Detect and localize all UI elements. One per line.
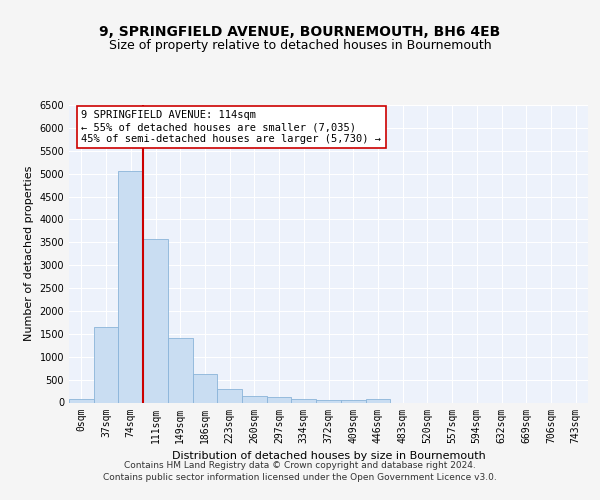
Bar	[292, 399, 316, 402]
Bar	[242, 396, 267, 402]
Text: 9, SPRINGFIELD AVENUE, BOURNEMOUTH, BH6 4EB: 9, SPRINGFIELD AVENUE, BOURNEMOUTH, BH6 …	[100, 26, 500, 40]
Bar	[316, 400, 341, 402]
X-axis label: Distribution of detached houses by size in Bournemouth: Distribution of detached houses by size …	[172, 451, 485, 461]
Bar	[118, 171, 143, 402]
Bar	[193, 374, 217, 402]
Bar	[94, 327, 118, 402]
Bar	[341, 400, 365, 402]
Text: Contains HM Land Registry data © Crown copyright and database right 2024.: Contains HM Land Registry data © Crown c…	[124, 462, 476, 470]
Bar	[168, 338, 193, 402]
Text: Contains public sector information licensed under the Open Government Licence v3: Contains public sector information licen…	[103, 473, 497, 482]
Bar	[267, 398, 292, 402]
Bar	[217, 389, 242, 402]
Text: Size of property relative to detached houses in Bournemouth: Size of property relative to detached ho…	[109, 40, 491, 52]
Bar	[143, 238, 168, 402]
Text: 9 SPRINGFIELD AVENUE: 114sqm
← 55% of detached houses are smaller (7,035)
45% of: 9 SPRINGFIELD AVENUE: 114sqm ← 55% of de…	[82, 110, 382, 144]
Bar	[365, 399, 390, 402]
Y-axis label: Number of detached properties: Number of detached properties	[24, 166, 34, 342]
Bar	[69, 399, 94, 402]
